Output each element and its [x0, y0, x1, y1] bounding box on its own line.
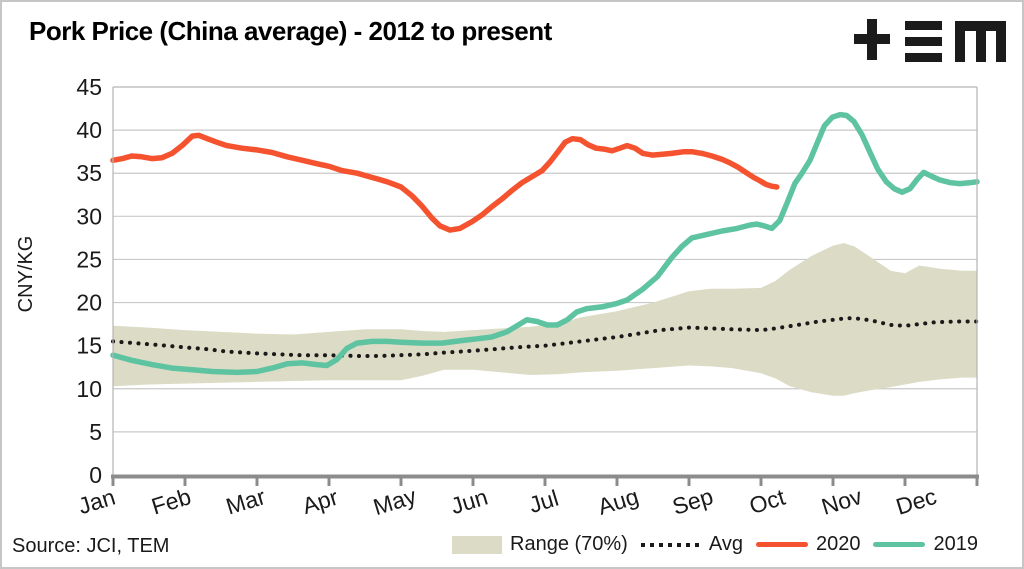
series-2020-line [110, 132, 780, 233]
legend-swatch-2020-icon [755, 542, 808, 547]
logo-plus-icon [854, 19, 890, 60]
y-tick-label: 45 [76, 74, 102, 100]
legend-swatch-avg-icon [640, 542, 701, 547]
x-tick-label: Dec [893, 483, 940, 520]
legend-item-2019: 2019 [873, 533, 978, 556]
source-note: Source: JCI, TEM [12, 535, 170, 557]
x-tick-label: Mar [223, 483, 269, 520]
x-tick-label: Aug [595, 483, 642, 520]
x-tick-label: May [370, 482, 420, 520]
legend-item-avg: Avg [640, 533, 743, 556]
tem-logo [854, 19, 1006, 62]
legend-label-range: Range (70%) [510, 533, 628, 555]
x-tick-label: Apr [299, 484, 341, 519]
y-axis-title: CNY/KG [15, 236, 37, 313]
y-tick-label: 40 [76, 117, 102, 143]
legend-label-2020: 2020 [815, 533, 861, 555]
legend-label-2019: 2019 [933, 533, 978, 555]
legend-label-avg: Avg [708, 533, 743, 555]
avg-line [111, 316, 979, 358]
legend-item-2020: 2020 [755, 533, 861, 556]
logo-bars-icon [905, 21, 942, 62]
x-tick-label: Jul [526, 485, 562, 518]
logo-m-icon [955, 21, 1006, 62]
legend-swatch-range-icon [452, 535, 502, 554]
y-tick-label: 10 [76, 376, 102, 402]
chart-title: Pork Price (China average) - 2012 to pre… [29, 16, 552, 46]
band-range70 [113, 243, 977, 396]
legend-item-range: Range (70%) [452, 533, 628, 556]
y-tick-label: 0 [89, 462, 102, 488]
series-2019-line [110, 111, 980, 376]
y-tick-label: 25 [76, 246, 102, 272]
y-tick-label: 5 [89, 419, 102, 445]
x-tick-label: Nov [818, 483, 865, 520]
x-tick-label: Sep [669, 483, 716, 520]
x-tick-label: Jun [448, 483, 491, 519]
y-tick-label: 30 [76, 203, 102, 229]
x-tick-label: Jan [75, 483, 118, 519]
y-tick-label: 15 [76, 333, 102, 359]
y-tick-label: 20 [76, 290, 102, 316]
legend: Range (70%) Avg 2020 2019 [452, 533, 978, 556]
legend-swatch-2019-icon [873, 542, 926, 547]
y-tick-label: 35 [76, 160, 102, 186]
x-tick-label: Oct [746, 484, 788, 520]
x-tick-label: Feb [148, 483, 194, 519]
